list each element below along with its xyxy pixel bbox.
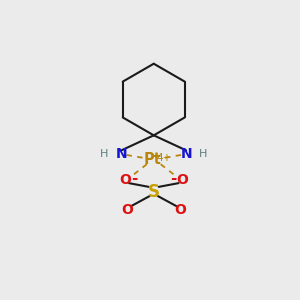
Text: Pt: Pt: [144, 152, 161, 167]
Text: H: H: [199, 149, 208, 159]
Text: N: N: [116, 147, 127, 161]
Text: O: O: [174, 203, 186, 218]
Text: O: O: [121, 203, 133, 218]
Text: -: -: [170, 171, 176, 186]
Text: N: N: [180, 147, 192, 161]
Text: 4+: 4+: [157, 153, 172, 163]
Text: O: O: [119, 173, 131, 188]
Text: O: O: [177, 173, 189, 188]
Text: H: H: [100, 149, 108, 159]
Text: -: -: [131, 171, 138, 186]
Text: S: S: [148, 183, 160, 201]
